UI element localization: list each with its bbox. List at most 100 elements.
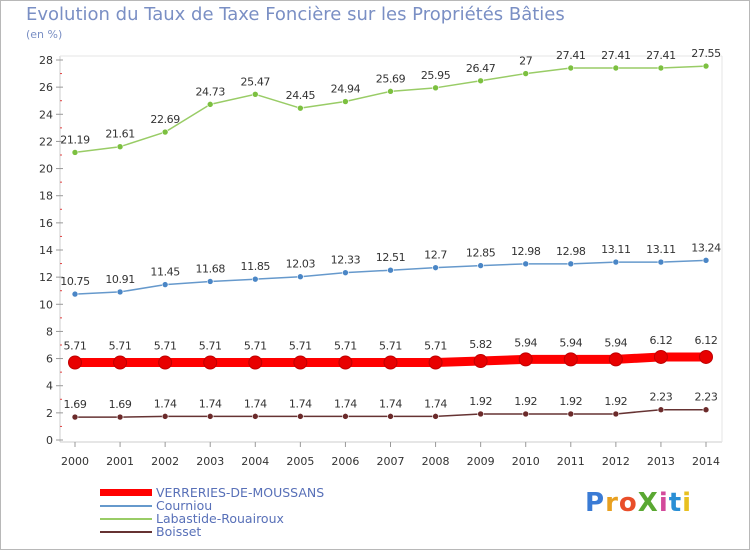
data-point xyxy=(116,413,124,421)
data-point xyxy=(206,278,214,285)
data-point xyxy=(293,355,308,370)
y-tick-label: 26 xyxy=(39,81,53,94)
data-label: 5.94 xyxy=(559,336,582,349)
data-point xyxy=(702,62,710,70)
data-label: 2.23 xyxy=(649,391,672,404)
x-tick-label: 2003 xyxy=(196,455,224,468)
legend-label: Boisset xyxy=(156,524,202,539)
data-label: 24.94 xyxy=(331,83,361,96)
y-tick-label: 0 xyxy=(46,434,53,447)
data-label: 24.45 xyxy=(286,89,316,102)
y-tick-label: 14 xyxy=(39,244,53,257)
data-point xyxy=(612,410,620,418)
data-point xyxy=(387,413,394,420)
data-point xyxy=(522,70,530,77)
legend-label: Courniou xyxy=(156,498,213,513)
data-label: 1.92 xyxy=(604,395,627,408)
data-label: 11.45 xyxy=(150,266,180,279)
data-label: 22.69 xyxy=(150,113,180,126)
data-point xyxy=(612,64,620,72)
data-point xyxy=(297,104,304,112)
data-label: 10.75 xyxy=(60,275,90,288)
data-label: 13.11 xyxy=(646,243,676,256)
data-label: 10.91 xyxy=(105,273,135,286)
legend-swatch xyxy=(100,489,152,496)
data-label: 12.85 xyxy=(466,247,496,260)
data-point xyxy=(206,413,214,420)
data-point xyxy=(206,101,214,108)
data-point xyxy=(657,64,665,72)
data-label: 5.94 xyxy=(604,336,627,349)
data-label: 1.74 xyxy=(334,397,357,410)
data-label: 24.73 xyxy=(195,85,225,98)
x-tick-label: 2012 xyxy=(602,455,630,468)
y-tick-label: 4 xyxy=(46,380,53,393)
y-tick-label: 28 xyxy=(39,54,53,67)
data-point xyxy=(432,84,439,92)
data-label: 1.92 xyxy=(559,395,582,408)
data-label: 12.98 xyxy=(511,245,541,258)
legend-swatch xyxy=(100,505,152,507)
data-point xyxy=(477,77,484,85)
data-point xyxy=(612,258,620,266)
data-point xyxy=(522,260,530,268)
data-label: 25.47 xyxy=(241,75,271,88)
data-label: 5.94 xyxy=(514,336,537,349)
data-point xyxy=(699,349,713,364)
data-point xyxy=(432,264,439,271)
data-label: 27.41 xyxy=(646,49,676,62)
data-label: 25.69 xyxy=(376,72,406,85)
x-tick-label: 2010 xyxy=(512,455,540,468)
data-point xyxy=(657,406,665,414)
data-point xyxy=(432,413,439,420)
data-label: 26.47 xyxy=(466,62,496,75)
y-tick-label: 20 xyxy=(39,163,53,176)
x-tick-label: 2008 xyxy=(422,455,450,468)
data-point xyxy=(71,149,79,156)
data-label: 12.03 xyxy=(286,258,316,271)
data-label: 1.74 xyxy=(154,397,177,410)
legend-label: Labastide-Rouairoux xyxy=(156,511,284,526)
x-tick-label: 2002 xyxy=(151,455,179,468)
y-tick-label: 12 xyxy=(39,271,53,284)
data-label: 21.61 xyxy=(105,128,135,141)
data-label: 12.33 xyxy=(331,254,361,267)
data-label: 11.68 xyxy=(195,262,225,275)
data-label: 5.71 xyxy=(379,340,402,353)
data-point xyxy=(518,352,533,367)
data-point xyxy=(342,413,349,420)
chart-title: Evolution du Taux de Taxe Foncière sur l… xyxy=(26,4,565,25)
data-label: 5.71 xyxy=(424,340,447,353)
data-label: 1.74 xyxy=(244,397,267,410)
data-label: 12.98 xyxy=(556,245,586,258)
data-point xyxy=(297,413,304,420)
data-label: 5.71 xyxy=(289,340,312,353)
data-point xyxy=(203,355,218,370)
logo-letter: o xyxy=(618,488,638,518)
data-point xyxy=(387,266,394,274)
data-label: 27.41 xyxy=(556,49,586,62)
data-label: 5.82 xyxy=(469,338,492,351)
legend-swatch xyxy=(100,531,152,533)
data-label: 1.92 xyxy=(514,395,537,408)
data-point xyxy=(116,143,124,151)
x-tick-label: 2007 xyxy=(377,455,405,468)
x-tick-label: 2000 xyxy=(61,455,89,468)
data-point xyxy=(342,98,349,105)
data-point xyxy=(342,269,349,276)
data-label: 5.71 xyxy=(109,340,132,353)
data-label: 13.11 xyxy=(601,243,631,256)
data-point xyxy=(338,355,353,370)
data-label: 5.71 xyxy=(199,340,222,353)
x-tick-label: 2005 xyxy=(286,455,314,468)
y-tick-label: 18 xyxy=(39,190,53,203)
data-point xyxy=(608,352,623,367)
data-point xyxy=(161,413,169,420)
data-point xyxy=(702,257,710,264)
data-point xyxy=(657,258,665,266)
data-point xyxy=(251,413,259,420)
data-label: 21.19 xyxy=(60,133,90,146)
y-tick-label: 8 xyxy=(46,325,53,338)
x-tick-label: 2004 xyxy=(241,455,269,468)
data-label: 2.23 xyxy=(695,391,718,404)
